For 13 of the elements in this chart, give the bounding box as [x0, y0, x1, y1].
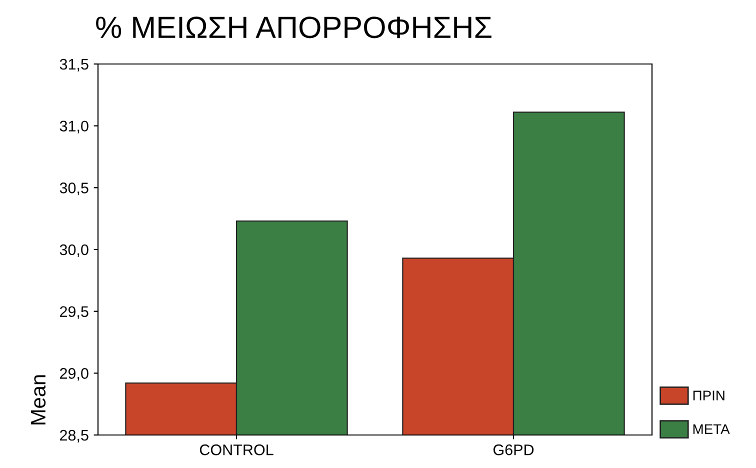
y-axis-title: Mean [31, 375, 46, 424]
y-tick-label: 30,0 [60, 244, 88, 257]
x-tick-label: G6PD [493, 444, 534, 456]
y-tick-label: 30,5 [60, 182, 88, 196]
y-tick-label: 29,0 [60, 368, 88, 381]
legend-label: ΜΕΤΑ [693, 424, 730, 434]
chart-title: % ΜΕΙΩΣΗ ΑΠΟΡΡΟΦΗΣΗΣ [96, 16, 492, 38]
y-tick-label: 28,5 [60, 430, 88, 442]
y-tick-label: 29,5 [60, 306, 88, 319]
y-tick-label: 31,5 [60, 58, 88, 72]
x-tick-label: CONTROL [200, 444, 274, 456]
y-tick-label: 31,0 [60, 120, 88, 134]
legend-label: ΠΡΙΝ [693, 390, 724, 400]
